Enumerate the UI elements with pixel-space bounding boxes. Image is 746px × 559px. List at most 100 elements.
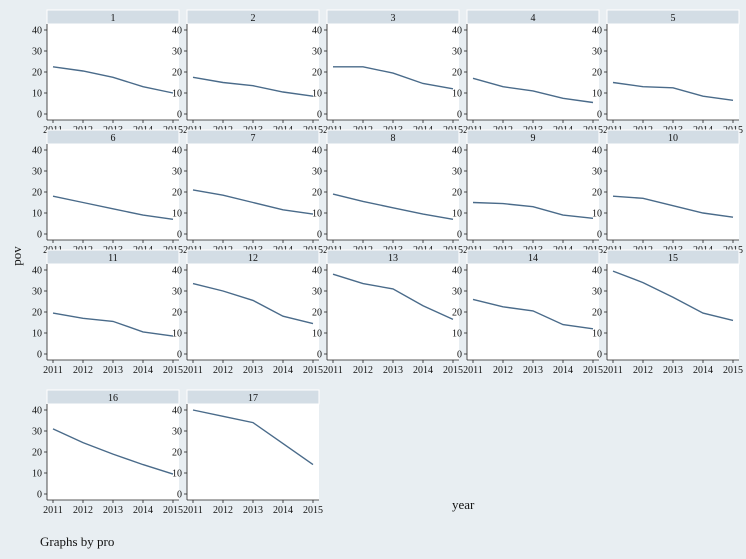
series-line xyxy=(52,66,174,94)
series-line xyxy=(52,195,174,220)
y-tick-label: 10 xyxy=(312,329,322,340)
y-tick-label: 0 xyxy=(597,350,602,361)
y-tick-label: 30 xyxy=(172,287,182,298)
plot-area xyxy=(607,264,739,360)
y-tick-label: 20 xyxy=(32,188,42,199)
y-tick-label: 20 xyxy=(592,68,602,79)
y-tick-label: 40 xyxy=(172,266,182,277)
y-tick-label: 0 xyxy=(317,110,322,121)
x-tick-label: 2013 xyxy=(103,365,123,376)
series-line xyxy=(52,428,174,475)
panel-title: 4 xyxy=(531,13,536,24)
y-tick-label: 10 xyxy=(172,209,182,220)
y-tick-label: 20 xyxy=(312,188,322,199)
y-tick-label: 40 xyxy=(172,406,182,417)
y-tick-label: 0 xyxy=(597,110,602,121)
y-tick-label: 40 xyxy=(32,406,42,417)
plot-area xyxy=(187,24,319,120)
plot-area xyxy=(47,404,179,500)
y-tick-label: 10 xyxy=(32,469,42,480)
y-tick-label: 20 xyxy=(592,188,602,199)
panel-title: 6 xyxy=(111,133,116,144)
y-tick-label: 10 xyxy=(452,209,462,220)
y-tick-label: 20 xyxy=(172,68,182,79)
y-tick-label: 10 xyxy=(312,89,322,100)
y-tick-label: 20 xyxy=(452,308,462,319)
y-tick-label: 10 xyxy=(172,329,182,340)
y-tick-label: 40 xyxy=(32,266,42,277)
x-tick-label: 2014 xyxy=(133,365,153,376)
y-tick-label: 0 xyxy=(37,230,42,241)
series-line xyxy=(332,193,454,220)
x-tick-label: 2014 xyxy=(133,505,153,516)
x-tick-label: 2011 xyxy=(183,505,203,516)
panel-title: 16 xyxy=(108,393,118,404)
x-tick-label: 2013 xyxy=(103,505,123,516)
x-tick-label: 2011 xyxy=(323,365,343,376)
panel-10: 1001020304020112012201320142015 xyxy=(592,129,743,256)
y-tick-label: 10 xyxy=(172,89,182,100)
panel-13: 13 0 10 20 30 40 2011 2012 2013 2014 2015 xyxy=(312,249,463,376)
panel-14: 14 0 10 20 30 40 2011 2012 2013 2014 2015 xyxy=(452,249,603,376)
y-tick-label: 10 xyxy=(172,469,182,480)
plot-area xyxy=(467,264,599,360)
series-line xyxy=(192,76,314,97)
y-tick-label: 10 xyxy=(32,89,42,100)
panel-title: 15 xyxy=(668,253,678,264)
y-tick-label: 20 xyxy=(312,68,322,79)
panel-title: 9 xyxy=(531,133,536,144)
panel-15: 15 0 10 20 30 40 2011 2012 2013 2014 2015 xyxy=(592,249,743,376)
y-tick-label: 10 xyxy=(32,329,42,340)
panel-title: 8 xyxy=(391,133,396,144)
x-tick-label: 2015 xyxy=(583,365,603,376)
series-line xyxy=(612,270,734,322)
y-tick-label: 20 xyxy=(592,308,602,319)
y-tick-label: 0 xyxy=(597,230,602,241)
y-tick-label: 0 xyxy=(317,350,322,361)
series-line xyxy=(192,189,314,215)
plot-area xyxy=(327,24,459,120)
series-line xyxy=(333,66,454,90)
y-tick-label: 10 xyxy=(592,89,602,100)
plot-area xyxy=(187,264,319,360)
panel-title: 2 xyxy=(251,13,256,24)
y-tick-label: 30 xyxy=(592,287,602,298)
y-tick-label: 40 xyxy=(172,146,182,157)
x-tick-label: 2011 xyxy=(463,365,483,376)
y-tick-label: 40 xyxy=(32,146,42,157)
plot-area xyxy=(47,264,179,360)
y-tick-label: 30 xyxy=(172,427,182,438)
y-tick-label: 0 xyxy=(177,110,182,121)
x-tick-label: 2013 xyxy=(523,365,543,376)
x-tick-label: 2015 xyxy=(163,365,183,376)
plot-area xyxy=(467,144,599,240)
panel-17: 17 0 10 20 30 40 2011 2012 2013 2014 2015 xyxy=(172,389,323,516)
y-tick-label: 40 xyxy=(312,266,322,277)
y-tick-label: 30 xyxy=(452,167,462,178)
x-tick-label: 2014 xyxy=(273,365,293,376)
y-tick-label: 20 xyxy=(452,68,462,79)
panel-16: 16 0 10 20 30 40 2011 2012 2013 2014 2015 xyxy=(32,389,183,516)
y-tick-label: 40 xyxy=(312,146,322,157)
by-variable-note: Graphs by pro xyxy=(40,534,115,549)
y-tick-label: 30 xyxy=(32,427,42,438)
panel-title: 7 xyxy=(251,133,256,144)
y-tick-label: 20 xyxy=(32,448,42,459)
y-tick-label: 40 xyxy=(452,26,462,37)
panel-8: 801020304020112012201320142015 xyxy=(312,129,463,256)
plot-area xyxy=(187,404,319,500)
y-tick-label: 30 xyxy=(312,287,322,298)
panel-12: 12 0 10 20 30 40 2011 2012 2013 2014 2015 xyxy=(172,249,323,376)
plot-area xyxy=(187,144,319,240)
y-tick-label: 30 xyxy=(32,287,42,298)
plot-area xyxy=(47,144,179,240)
x-tick-label: 2015 xyxy=(163,505,183,516)
y-tick-label: 10 xyxy=(592,209,602,220)
y-tick-label: 0 xyxy=(37,490,42,501)
panel-title: 3 xyxy=(391,13,396,24)
y-tick-label: 0 xyxy=(177,230,182,241)
